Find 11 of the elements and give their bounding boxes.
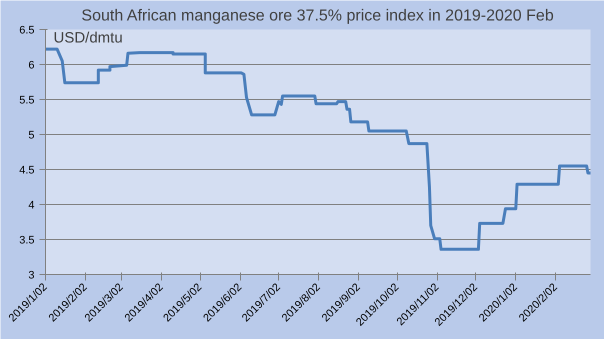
y-tick-label: 4.5: [19, 164, 35, 176]
y-tick-label: 5: [28, 130, 35, 142]
y-tick-label: 6: [28, 60, 35, 72]
annotation: USD/dmtu: [54, 30, 123, 46]
chart-title: South African manganese ore 37.5% price index in 2019-2020 Feb: [81, 8, 554, 24]
y-tick-label: 6.5: [19, 24, 35, 36]
y-tick-label: 3.5: [19, 234, 35, 246]
line-series: [46, 48, 590, 251]
y-tick-label: 4: [28, 200, 35, 212]
y-tick-label: 5.5: [19, 94, 35, 106]
y-tick-label: 3: [28, 270, 35, 282]
